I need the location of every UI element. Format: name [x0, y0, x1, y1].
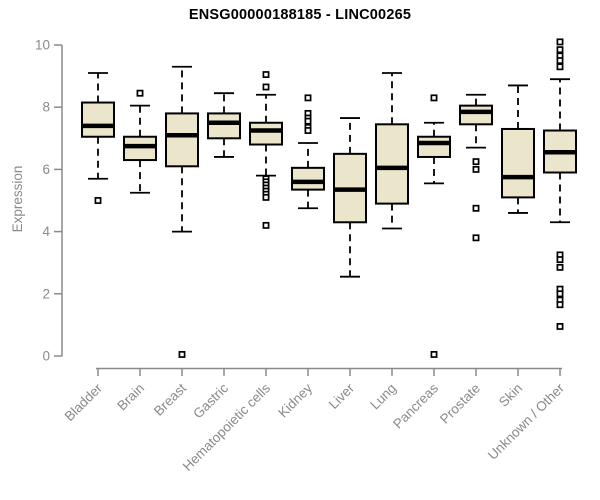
y-tick-label: 10	[35, 38, 50, 53]
outlier-point	[136, 89, 144, 97]
x-tick-label: Gastric	[190, 380, 231, 421]
y-tick-label: 0	[42, 349, 50, 364]
outlier-point	[556, 46, 564, 54]
outlier-point	[94, 197, 102, 204]
iqr-box	[417, 135, 451, 158]
x-tick-label: Unknown / Other	[485, 380, 568, 463]
outlier-point	[556, 38, 564, 46]
outlier-point	[304, 117, 312, 125]
outlier-point	[430, 94, 438, 102]
outlier-point	[262, 193, 270, 201]
x-tick-label: Pancreas	[390, 380, 441, 431]
x-tick-label: Lung	[367, 381, 399, 413]
box-liver	[333, 117, 367, 278]
iqr-box	[165, 112, 199, 168]
box-skin	[501, 84, 535, 214]
y-tick-label: 2	[42, 286, 50, 301]
outlier-point	[262, 221, 270, 229]
outlier-point	[556, 323, 564, 330]
box-prostate	[459, 93, 493, 242]
iqr-box	[249, 121, 283, 146]
y-tick-label: 4	[42, 224, 50, 239]
box-lung	[375, 72, 409, 230]
iqr-box	[207, 112, 241, 140]
outlier-point	[556, 63, 564, 71]
iqr-box	[375, 123, 409, 205]
outlier-point	[304, 94, 312, 102]
iqr-box	[501, 127, 535, 199]
outlier-point	[472, 165, 480, 173]
outlier-point	[556, 290, 564, 298]
y-tick-label: 6	[42, 162, 50, 177]
box-bladder	[81, 72, 115, 204]
outlier-point	[472, 204, 480, 212]
iqr-box	[459, 104, 493, 126]
outlier-point	[472, 234, 480, 242]
outlier-point	[556, 57, 564, 65]
outlier-point	[430, 350, 438, 358]
iqr-box	[291, 166, 325, 191]
outlier-point	[178, 350, 186, 358]
box-breast	[165, 65, 199, 358]
chart-title: ENSG00000188185 - LINC00265	[188, 7, 412, 23]
x-tick-label: Bladder	[62, 380, 106, 424]
box-brain	[123, 89, 157, 194]
y-tick-label: 8	[42, 100, 50, 115]
iqr-box	[123, 135, 157, 162]
x-tick-label: Breast	[151, 380, 189, 418]
box-unknown-other	[543, 38, 577, 330]
outlier-point	[262, 71, 270, 78]
outlier-point	[262, 83, 270, 91]
outlier-point	[556, 256, 564, 264]
box-pancreas	[417, 94, 451, 358]
box-gastric	[207, 92, 241, 158]
x-tick-label: Brain	[114, 381, 147, 414]
outlier-point	[556, 301, 564, 309]
x-tick-label: Liver	[326, 380, 358, 412]
box-kidney	[291, 94, 325, 210]
outlier-point	[472, 158, 480, 166]
iqr-box	[81, 101, 115, 138]
outlier-point	[304, 127, 312, 134]
outlier-point	[556, 263, 564, 271]
x-tick-label: Kidney	[275, 380, 315, 420]
x-tick-label: Prostate	[437, 381, 483, 427]
box-hematopoietic-cells	[249, 71, 283, 229]
x-tick-label: Skin	[496, 381, 525, 410]
